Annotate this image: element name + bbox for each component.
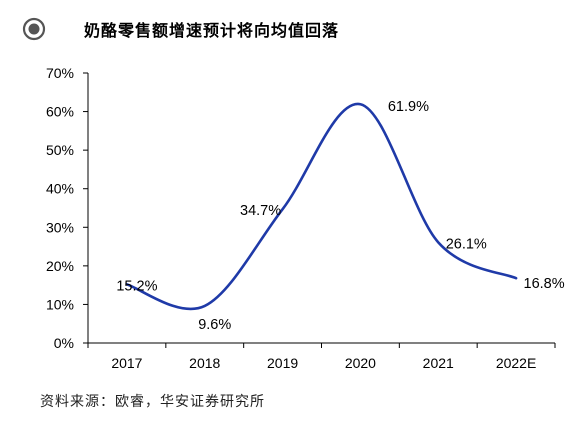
y-tick-label: 60%	[46, 104, 74, 120]
y-axis: 0% 10% 20% 30% 40% 50% 60% 70%	[46, 65, 89, 351]
y-tick-label: 30%	[46, 219, 74, 235]
radio-bullet-icon	[22, 17, 46, 41]
y-tick-label: 40%	[46, 181, 74, 197]
y-tick-label: 10%	[46, 296, 74, 312]
x-tick-label: 2019	[267, 355, 298, 371]
source-note: 资料来源：欧睿，华安证券研究所	[40, 394, 265, 410]
data-label: 9.6%	[198, 317, 231, 333]
series-line	[125, 102, 518, 311]
data-label: 16.8%	[524, 276, 565, 292]
data-label: 15.2%	[116, 278, 157, 294]
y-tick-label: 20%	[46, 258, 74, 274]
x-tick-label: 2022E	[496, 355, 536, 371]
series-layer	[125, 102, 518, 311]
x-axis: 2017 2018 2019 2020 2021 2022E	[87, 342, 556, 371]
data-label-layer: 15.2% 9.6% 34.7% 61.9% 26.1% 16.8%	[116, 99, 564, 333]
data-label: 34.7%	[240, 203, 281, 219]
chart-title: 奶酪零售额增速预计将向均值回落	[84, 21, 340, 40]
title-row: 奶酪零售额增速预计将向均值回落	[22, 14, 339, 44]
data-label: 61.9%	[388, 99, 429, 115]
data-label: 26.1%	[446, 236, 487, 252]
y-tick-label: 0%	[54, 335, 74, 351]
y-tick-label: 70%	[46, 65, 74, 81]
y-tick-label: 50%	[46, 142, 74, 158]
x-tick-label: 2018	[189, 355, 220, 371]
x-tick-label: 2017	[111, 355, 142, 371]
x-tick-label: 2021	[423, 355, 454, 371]
x-tick-label: 2020	[345, 355, 376, 371]
